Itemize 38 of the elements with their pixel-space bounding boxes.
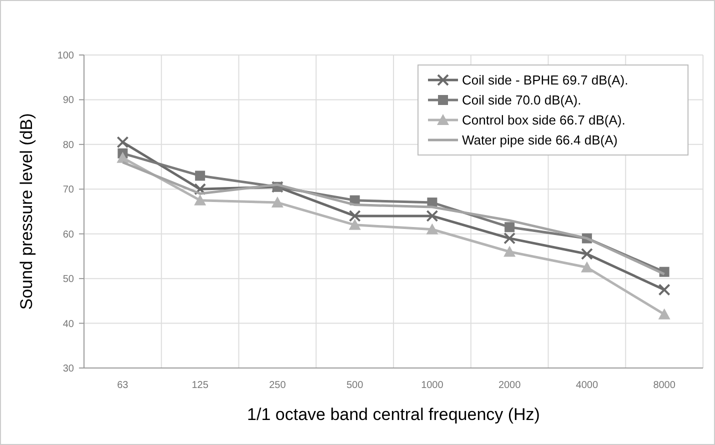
point [271,196,284,208]
point [348,210,361,222]
x-tick-label: 500 [346,380,364,391]
point [580,248,593,260]
x-tick-label: 1000 [421,380,444,391]
x-tick-label: 63 [117,380,129,391]
x-tick-label: 8000 [653,380,676,391]
x-tick-label: 2000 [498,380,522,391]
x-axis-title: 1/1 octave band central frequency (Hz) [247,405,540,424]
y-tick-label: 100 [57,50,74,62]
point [195,170,206,181]
point [426,210,438,222]
y-tick-label: 30 [62,364,74,374]
y-tick-label: 50 [62,274,74,286]
x-tick-label: 125 [192,380,209,391]
y-tick-label: 90 [62,95,74,106]
y-tick-label: 40 [62,318,74,330]
point [194,194,206,206]
y-tick-label: 70 [62,184,74,196]
point [580,261,593,272]
y-tick-label: 60 [62,229,74,240]
legend-label: Coil side 70.0 dB(A). [462,92,582,108]
point [504,222,515,232]
x-tick-label: 4000 [576,380,598,391]
legend-label: Coil side - BPHE 69.7 dB(A). [462,72,628,88]
point [504,246,516,257]
y-axis-title: Sound pressure level (dB) [17,113,36,310]
point [116,152,129,163]
point [426,223,438,234]
point [504,232,516,244]
point [116,136,129,148]
x-tick-label: 250 [269,380,286,391]
point [658,284,670,296]
y-tick-label: 80 [62,140,74,151]
legend-label: Water pipe side 66.4 dB(A) [462,132,618,148]
point [658,308,670,320]
legend-label: Control box side 66.7 dB(A). [462,112,626,128]
point [348,218,361,230]
